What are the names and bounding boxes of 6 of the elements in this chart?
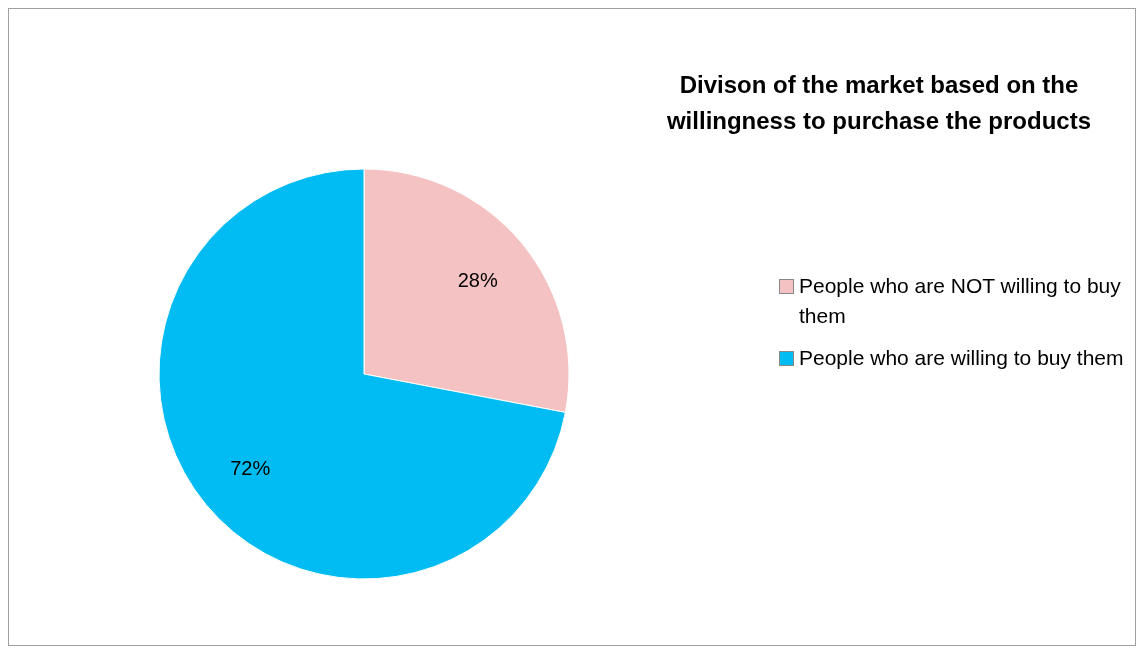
chart-title: Divison of the market based on the willingness to purchase the products <box>665 70 1093 136</box>
legend-label: People who are NOT willing to buy them <box>799 273 1122 329</box>
pie-slice <box>158 168 566 580</box>
legend-label: People who are willing to buy them <box>799 345 1124 371</box>
data-label: 28% <box>457 268 498 291</box>
data-label: 72% <box>230 457 271 480</box>
